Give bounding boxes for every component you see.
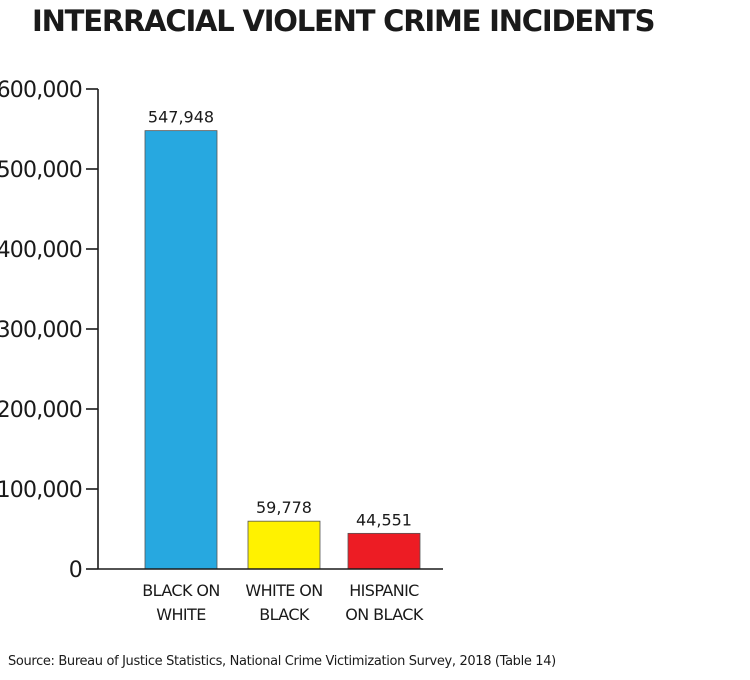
x-tick-label: WHITE ON BLACK bbox=[245, 581, 322, 624]
bars bbox=[144, 130, 421, 570]
bar bbox=[247, 520, 321, 570]
y-tick-label: 500,000 bbox=[0, 158, 82, 183]
x-tick-label: BLACK ON WHITE bbox=[142, 581, 219, 624]
x-tick-label: HISPANIC ON BLACK bbox=[345, 581, 424, 624]
x-axis: BLACK ON WHITE WHITE ON BLACK HISPANIC ON BLA… bbox=[98, 568, 443, 624]
data-label: 44,551 bbox=[356, 510, 412, 529]
data-label: 59,778 bbox=[256, 498, 312, 517]
x-tick-label-line: WHITE ON bbox=[245, 581, 322, 600]
x-tick-label-line: WHITE bbox=[156, 605, 206, 624]
x-tick-label-line: BLACK ON bbox=[142, 581, 219, 600]
x-tick-label-line: ON BLACK bbox=[345, 605, 424, 624]
bar bbox=[144, 130, 218, 570]
chart-source: Source: Bureau of Justice Statistics, Na… bbox=[8, 654, 556, 669]
y-tick-label: 400,000 bbox=[0, 238, 82, 263]
y-tick-label: 200,000 bbox=[0, 398, 82, 423]
y-tick-label: 0 bbox=[69, 558, 82, 583]
x-tick-label-line: HISPANIC bbox=[349, 581, 419, 600]
chart-title: INTERRACIAL VIOLENT CRIME INCIDENTS bbox=[32, 4, 655, 38]
data-labels: 547,948 59,778 44,551 bbox=[148, 108, 412, 530]
y-tick-label: 600,000 bbox=[0, 78, 82, 103]
data-label: 547,948 bbox=[148, 108, 214, 127]
x-tick-label-line: BLACK bbox=[259, 605, 310, 624]
y-tick-label: 100,000 bbox=[0, 478, 82, 503]
y-axis: 0 100,000 200,000 300,000 400,000 500,000 600,… bbox=[0, 78, 99, 583]
bar bbox=[347, 532, 421, 570]
y-tick-label: 300,000 bbox=[0, 318, 82, 343]
